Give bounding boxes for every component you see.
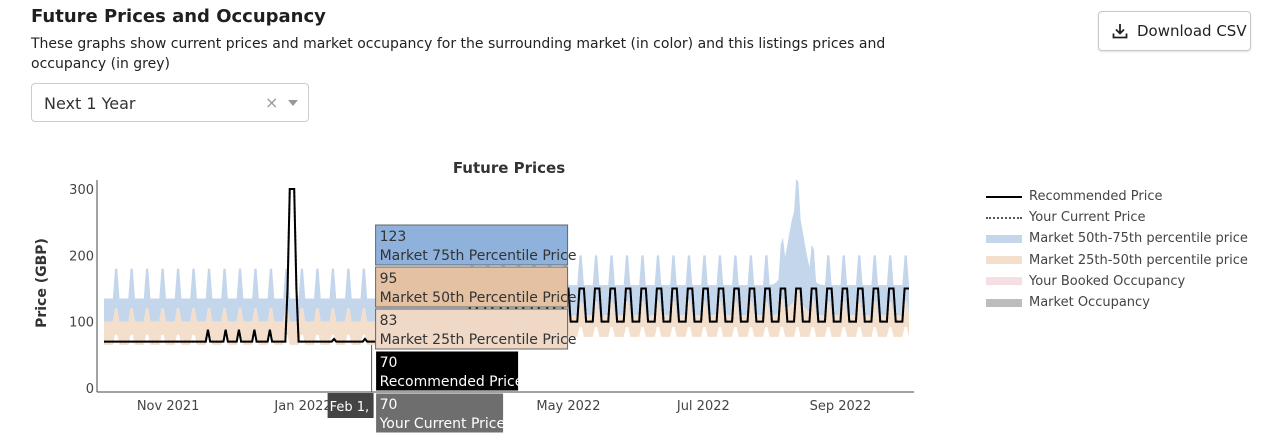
tooltip-value-0: 123 <box>380 229 407 245</box>
download-icon <box>1112 24 1128 39</box>
chart-legend: Recommended Price Your Current Price Marke… <box>986 186 1248 313</box>
y-tick-label-1: 100 <box>69 316 94 331</box>
tooltip-box-2 <box>375 308 569 350</box>
x-tick-label-1: Jan 2022 <box>273 399 331 414</box>
legend-swatch-1 <box>986 216 1022 219</box>
legend-item-3[interactable]: Market 25th-50th percentile price <box>986 250 1248 271</box>
hover-date-box <box>327 393 374 418</box>
legend-label-4: Your Booked Occupancy <box>1029 273 1186 289</box>
tooltip-value-1: 95 <box>380 271 398 287</box>
x-tick-label-4: Sep 2022 <box>810 399 872 414</box>
tooltip-label-2: Market 25th Percentile Price <box>380 332 577 348</box>
tooltip-box-3 <box>375 350 520 392</box>
y-tick-label-3: 300 <box>69 183 94 198</box>
legend-swatch-5 <box>986 298 1022 307</box>
page-title: Future Prices and Occupancy <box>31 6 326 27</box>
tooltip-value-2: 83 <box>380 313 398 329</box>
legend-item-4[interactable]: Your Booked Occupancy <box>986 271 1248 292</box>
legend-label-1: Your Current Price <box>1029 210 1146 226</box>
legend-item-1[interactable]: Your Current Price <box>986 207 1248 228</box>
legend-label-0: Recommended Price <box>1029 189 1163 205</box>
tooltip-value-3: 70 <box>380 355 398 371</box>
tooltip-box-1 <box>375 266 569 308</box>
hover-date-label: Feb 1, <box>330 400 370 415</box>
y-tick-label-2: 200 <box>69 249 94 264</box>
legend-swatch-4 <box>986 277 1022 286</box>
legend-label-2: Market 50th-75th percentile price <box>1029 231 1248 247</box>
y-tick-label-0: 0 <box>86 382 94 397</box>
period-select[interactable]: Next 1 Year × <box>31 83 309 122</box>
tooltip-box-0 <box>375 224 569 266</box>
tooltip-value-4: 70 <box>380 397 398 413</box>
download-csv-button[interactable]: Download CSV <box>1098 11 1251 51</box>
page-subtitle: These graphs show current prices and mar… <box>31 36 886 72</box>
legend-swatch-0 <box>986 195 1022 198</box>
legend-label-3: Market 25th-50th percentile price <box>1029 252 1248 268</box>
band-50-75 <box>104 179 909 322</box>
legend-swatch-3 <box>986 256 1022 265</box>
x-tick-label-3: Jul 2022 <box>676 399 730 414</box>
legend-swatch-2 <box>986 234 1022 243</box>
download-csv-label: Download CSV <box>1137 22 1247 40</box>
legend-item-2[interactable]: Market 50th-75th percentile price <box>986 228 1248 249</box>
x-tick-label-2: May 2022 <box>536 399 600 414</box>
legend-item-0[interactable]: Recommended Price <box>986 186 1248 207</box>
tooltip-label-0: Market 75th Percentile Price <box>380 248 577 264</box>
tooltip-box-4 <box>375 392 505 434</box>
chevron-down-icon[interactable] <box>288 100 298 106</box>
tooltip-label-3: Recommended Price <box>380 374 524 390</box>
x-tick-label-0: Nov 2021 <box>137 399 200 414</box>
chart-title: Future Prices <box>453 159 565 177</box>
y-axis-title: Price (GBP) <box>34 238 50 328</box>
period-select-value: Next 1 Year <box>44 94 136 113</box>
legend-item-5[interactable]: Market Occupancy <box>986 292 1248 313</box>
tooltip-label-1: Market 50th Percentile Price <box>380 290 577 306</box>
tooltip-label-4: Your Current Price <box>379 416 506 432</box>
clear-icon[interactable]: × <box>265 93 279 112</box>
legend-label-5: Market Occupancy <box>1029 295 1150 311</box>
